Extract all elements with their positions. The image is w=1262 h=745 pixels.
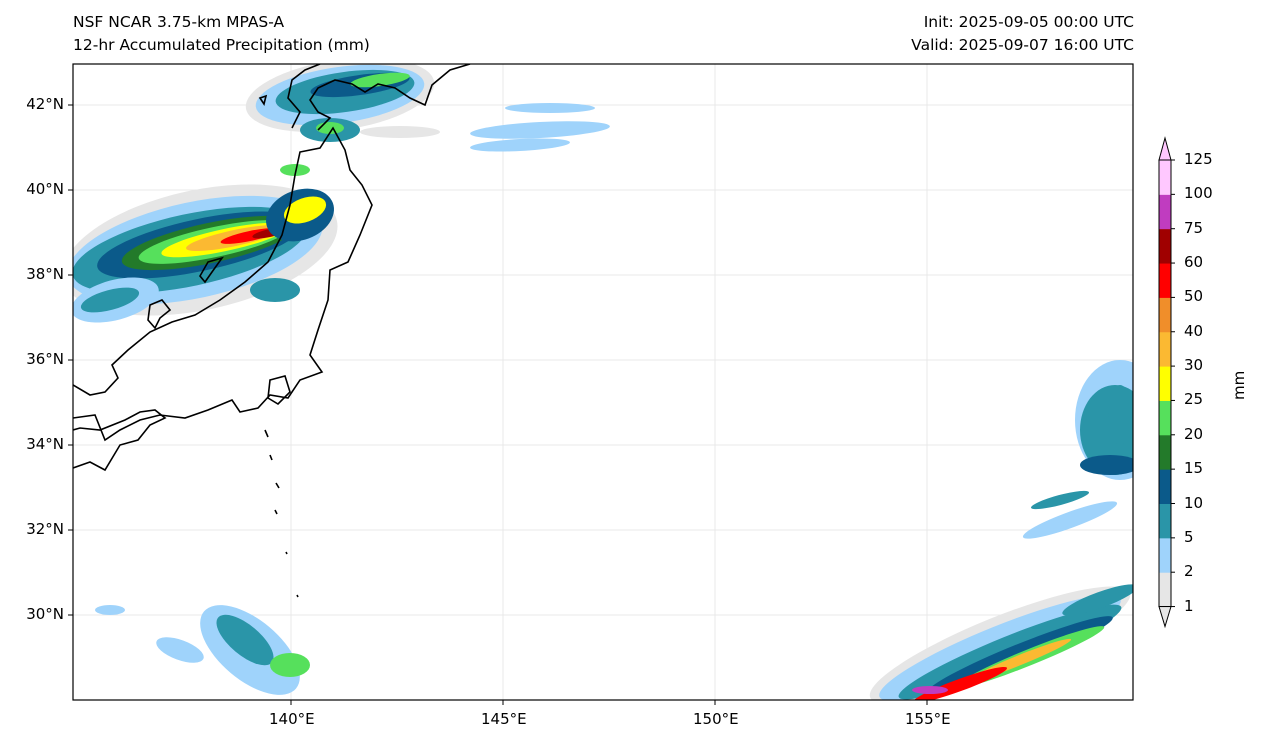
gridlines (73, 64, 1133, 700)
colorbar-segment (1159, 400, 1171, 436)
hokkaido-coast (287, 64, 471, 131)
axis-ticks (68, 104, 928, 705)
colorbar-tick-label: 5 (1184, 527, 1194, 546)
valid-time: Valid: 2025-09-07 16:00 UTC (911, 36, 1134, 54)
precip-contour (912, 686, 948, 694)
init-time: Init: 2025-09-05 00:00 UTC (923, 13, 1134, 31)
precip-contour (283, 196, 327, 224)
precip-contour (1080, 455, 1133, 475)
precip-contour (280, 164, 310, 176)
colorbar-segment (1159, 572, 1171, 608)
lat-label: 42°N (26, 95, 64, 113)
precip-contour (470, 138, 570, 152)
precip-contour (1030, 490, 1090, 510)
lat-label: 38°N (26, 265, 64, 283)
izu-islands (264, 429, 299, 598)
colorbar-segment (1159, 331, 1171, 367)
lat-label: 34°N (26, 435, 64, 453)
colorbar-segment (1159, 228, 1171, 264)
lat-label: 30°N (26, 605, 64, 623)
honshu-coast (73, 126, 373, 442)
colorbar-tick-label: 125 (1184, 150, 1213, 168)
colorbar-segment (1159, 366, 1171, 401)
lat-label: 36°N (26, 350, 64, 368)
boso-peninsula (267, 375, 291, 406)
precip-contour (1022, 501, 1118, 539)
colorbar-segment (1159, 537, 1171, 573)
colorbar-tick-label: 2 (1184, 562, 1194, 581)
lon-label: 150°E (693, 710, 739, 728)
precip-contour (912, 666, 1008, 700)
precip-contour (505, 103, 595, 113)
lat-label: 40°N (26, 180, 64, 198)
colorbar-tick-label: 75 (1184, 218, 1204, 237)
colorbar-max-arrow (1158, 136, 1172, 161)
colorbar (1158, 136, 1175, 629)
colorbar-min-arrow (1158, 606, 1172, 629)
precip-contour (1108, 385, 1132, 445)
noto-peninsula (147, 299, 172, 330)
lat-label: 32°N (26, 520, 64, 538)
precip-contour (156, 637, 204, 663)
precip-contour (470, 121, 610, 139)
precip-contour (360, 126, 440, 138)
colorbar-tick-label: 50 (1184, 287, 1204, 306)
precip-contour (350, 72, 410, 88)
shikoku-coast (73, 409, 167, 472)
colorbar-segment (1159, 194, 1171, 230)
model-title: NSF NCAR 3.75-km MPAS-A (73, 13, 285, 31)
colorbar-segment (1159, 297, 1171, 333)
colorbar-tick-label: 60 (1184, 253, 1204, 272)
precip-contour (1062, 584, 1133, 616)
map-frame (72, 63, 1134, 701)
colorbar-tick-label: 40 (1184, 321, 1204, 340)
precip-contour (250, 278, 300, 302)
colorbar-segment (1159, 434, 1171, 470)
precip-field (73, 64, 1133, 700)
lon-label: 145°E (481, 710, 527, 728)
field-title: 12-hr Accumulated Precipitation (mm) (73, 36, 370, 54)
precip-contour (95, 605, 125, 615)
colorbar-tick-label: 25 (1184, 390, 1204, 409)
precip-contour (80, 287, 140, 313)
precip-contour (216, 614, 274, 666)
lon-label: 155°E (905, 710, 951, 728)
colorbar-segment (1159, 160, 1171, 195)
colorbar-tick-label: 15 (1184, 459, 1204, 478)
colorbar-tick-label: 10 (1184, 493, 1204, 512)
coastlines (73, 64, 471, 598)
colorbar-segment (1159, 469, 1171, 504)
colorbar-tick-label: 100 (1184, 184, 1213, 203)
sado-island (199, 256, 224, 284)
colorbar-tick-label: 1 (1184, 596, 1194, 615)
rebun-island (258, 94, 268, 106)
colorbar-tick-label: 20 (1184, 424, 1204, 443)
precip-contour (270, 653, 310, 677)
colorbar-segment (1159, 263, 1171, 298)
colorbar-label: mm (1230, 370, 1248, 400)
colorbar-frame (1158, 159, 1172, 608)
colorbar-segment (1159, 503, 1171, 539)
lon-label: 140°E (269, 710, 315, 728)
colorbar-tick-label: 30 (1184, 356, 1204, 375)
